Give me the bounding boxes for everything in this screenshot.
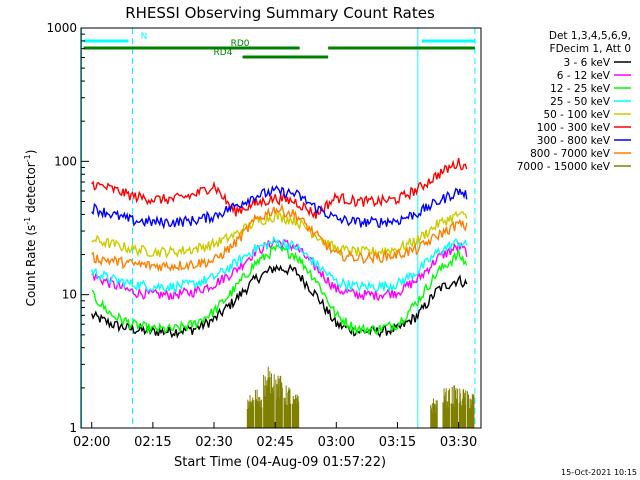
night-boundaries: [81, 28, 476, 428]
x-tick-label: 03:00: [318, 435, 355, 450]
x-tick-label: 02:45: [256, 435, 293, 450]
legend: Det 1,3,4,5,6,9,FDecim 1, Att 0 3 - 6 keV…: [517, 30, 631, 173]
legend-entry-label: 3 - 6 keV: [563, 57, 610, 69]
series-7000-15000-kev: [246, 366, 475, 428]
x-tick-label: 03:15: [379, 435, 416, 450]
series-layer: [91, 157, 475, 428]
x-tick-label: 02:30: [195, 435, 232, 450]
x-tick-label: 02:00: [73, 435, 110, 450]
x-tick-label: 03:30: [440, 435, 477, 450]
legend-header: Det 1,3,4,5,6,9,: [549, 30, 631, 42]
data-line: [91, 236, 468, 294]
series-300-800-kev: [91, 184, 468, 230]
legend-header: FDecim 1, Att 0: [550, 43, 631, 55]
data-line: [91, 210, 468, 260]
y-tick-label: 100: [54, 154, 77, 168]
x-tick-label: 02:15: [134, 435, 171, 450]
legend-entry-label: 6 - 12 keV: [557, 70, 611, 82]
flag-label-rd0: RD0: [231, 39, 250, 49]
legend-entry-label: 12 - 25 keV: [550, 83, 611, 95]
y-axis-label-superscript: -1: [23, 154, 32, 162]
series-50-100-kev: [91, 210, 468, 260]
legend-entry-label: 7000 - 15000 keV: [517, 161, 611, 173]
y-tick-label: 1: [69, 421, 77, 435]
data-line: [91, 263, 468, 339]
legend-entry-label: 100 - 300 keV: [537, 122, 611, 134]
plot-frame: [80, 27, 482, 429]
series-25-50-kev: [91, 236, 468, 294]
series-800-7000-kev: [91, 203, 468, 273]
x-axis: 02:00 02:15 02:30 02:45 03:00 03:15 03:30: [73, 422, 477, 450]
y-tick-label: 10: [62, 288, 77, 302]
legend-entry-label: 50 - 100 keV: [543, 109, 610, 121]
y-tick-label: 1000: [46, 21, 77, 35]
data-line: [91, 184, 468, 230]
legend-entry-label: 800 - 7000 keV: [530, 148, 611, 160]
data-line: [91, 157, 468, 219]
chart-title: RHESSI Observing Summary Count Rates: [125, 4, 435, 22]
series-100-300-kev: [91, 157, 468, 219]
data-line: [91, 203, 468, 273]
x-axis-label: Start Time (04-Aug-09 01:57:22): [174, 455, 386, 470]
series-3-6-kev: [91, 263, 468, 339]
y-axis-label-superscript: -1: [23, 217, 32, 225]
legend-entry-label: 300 - 800 keV: [537, 135, 611, 147]
flag-label-n: N: [141, 32, 148, 42]
y-axis-label: Count Rate (s-1 detector-1): [23, 150, 38, 307]
legend-entry-label: 25 - 50 keV: [550, 96, 611, 108]
flag-label-rd4: RD4: [214, 48, 233, 58]
y-axis: 1 10 100 1000: [46, 21, 89, 435]
plot-timestamp: 15-Oct-2021 10:15: [561, 468, 637, 477]
